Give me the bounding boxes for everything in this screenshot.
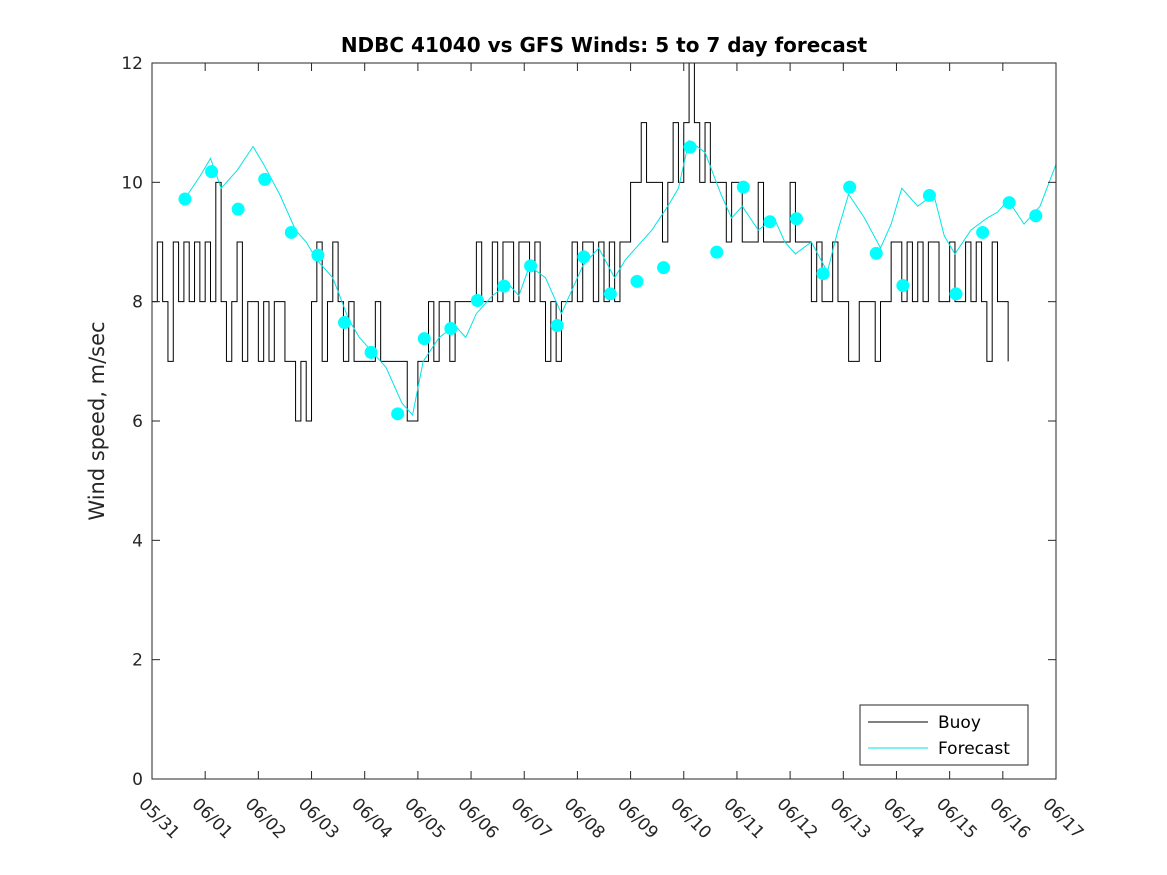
forecast-marker bbox=[231, 202, 245, 216]
y-tick-label: 10 bbox=[121, 173, 143, 193]
y-tick-label: 4 bbox=[132, 531, 143, 551]
y-tick-label: 12 bbox=[121, 54, 143, 74]
y-tick-label: 6 bbox=[132, 412, 143, 432]
forecast-marker bbox=[603, 287, 617, 301]
forecast-marker bbox=[497, 279, 511, 293]
forecast-marker bbox=[710, 245, 724, 259]
forecast-marker bbox=[470, 293, 484, 307]
plot-area bbox=[152, 62, 1057, 422]
forecast-marker bbox=[337, 316, 351, 330]
legend-buoy-label: Buoy bbox=[938, 713, 981, 733]
forecast-marker bbox=[843, 180, 857, 194]
legend: Buoy Forecast bbox=[859, 704, 1029, 766]
forecast-marker bbox=[205, 165, 219, 179]
y-axis-label: Wind speed, m/sec bbox=[85, 321, 109, 520]
forecast-marker bbox=[258, 172, 272, 186]
forecast-marker bbox=[657, 261, 671, 275]
forecast-marker bbox=[1029, 209, 1043, 223]
y-tick-label: 8 bbox=[132, 293, 143, 313]
forecast-marker bbox=[976, 225, 990, 239]
forecast-series-line bbox=[183, 139, 1057, 417]
forecast-marker bbox=[763, 215, 777, 229]
forecast-marker bbox=[789, 212, 803, 226]
y-tick-label: 0 bbox=[132, 770, 143, 790]
forecast-marker bbox=[311, 248, 325, 262]
forecast-marker bbox=[577, 250, 591, 264]
forecast-marker bbox=[178, 192, 192, 206]
forecast-marker bbox=[949, 287, 963, 301]
forecast-marker bbox=[896, 279, 910, 293]
forecast-marker bbox=[391, 407, 405, 421]
buoy-series-line bbox=[152, 62, 1009, 422]
legend-box bbox=[859, 704, 1029, 766]
y-tick-label: 2 bbox=[132, 651, 143, 671]
chart-title: NDBC 41040 vs GFS Winds: 5 to 7 day fore… bbox=[341, 33, 868, 57]
forecast-marker bbox=[550, 319, 564, 333]
forecast-marker bbox=[444, 322, 458, 336]
forecast-marker bbox=[869, 246, 883, 260]
forecast-marker bbox=[683, 140, 697, 154]
forecast-marker bbox=[922, 188, 936, 202]
forecast-marker bbox=[1002, 196, 1016, 210]
forecast-marker bbox=[364, 345, 378, 359]
forecast-marker bbox=[524, 259, 538, 273]
forecast-marker bbox=[816, 267, 830, 281]
axes-box bbox=[151, 62, 1057, 780]
legend-forecast-label: Forecast bbox=[938, 739, 1010, 759]
forecast-marker bbox=[736, 180, 750, 194]
forecast-marker bbox=[284, 225, 298, 239]
forecast-marker bbox=[417, 332, 431, 346]
forecast-marker bbox=[630, 274, 644, 288]
